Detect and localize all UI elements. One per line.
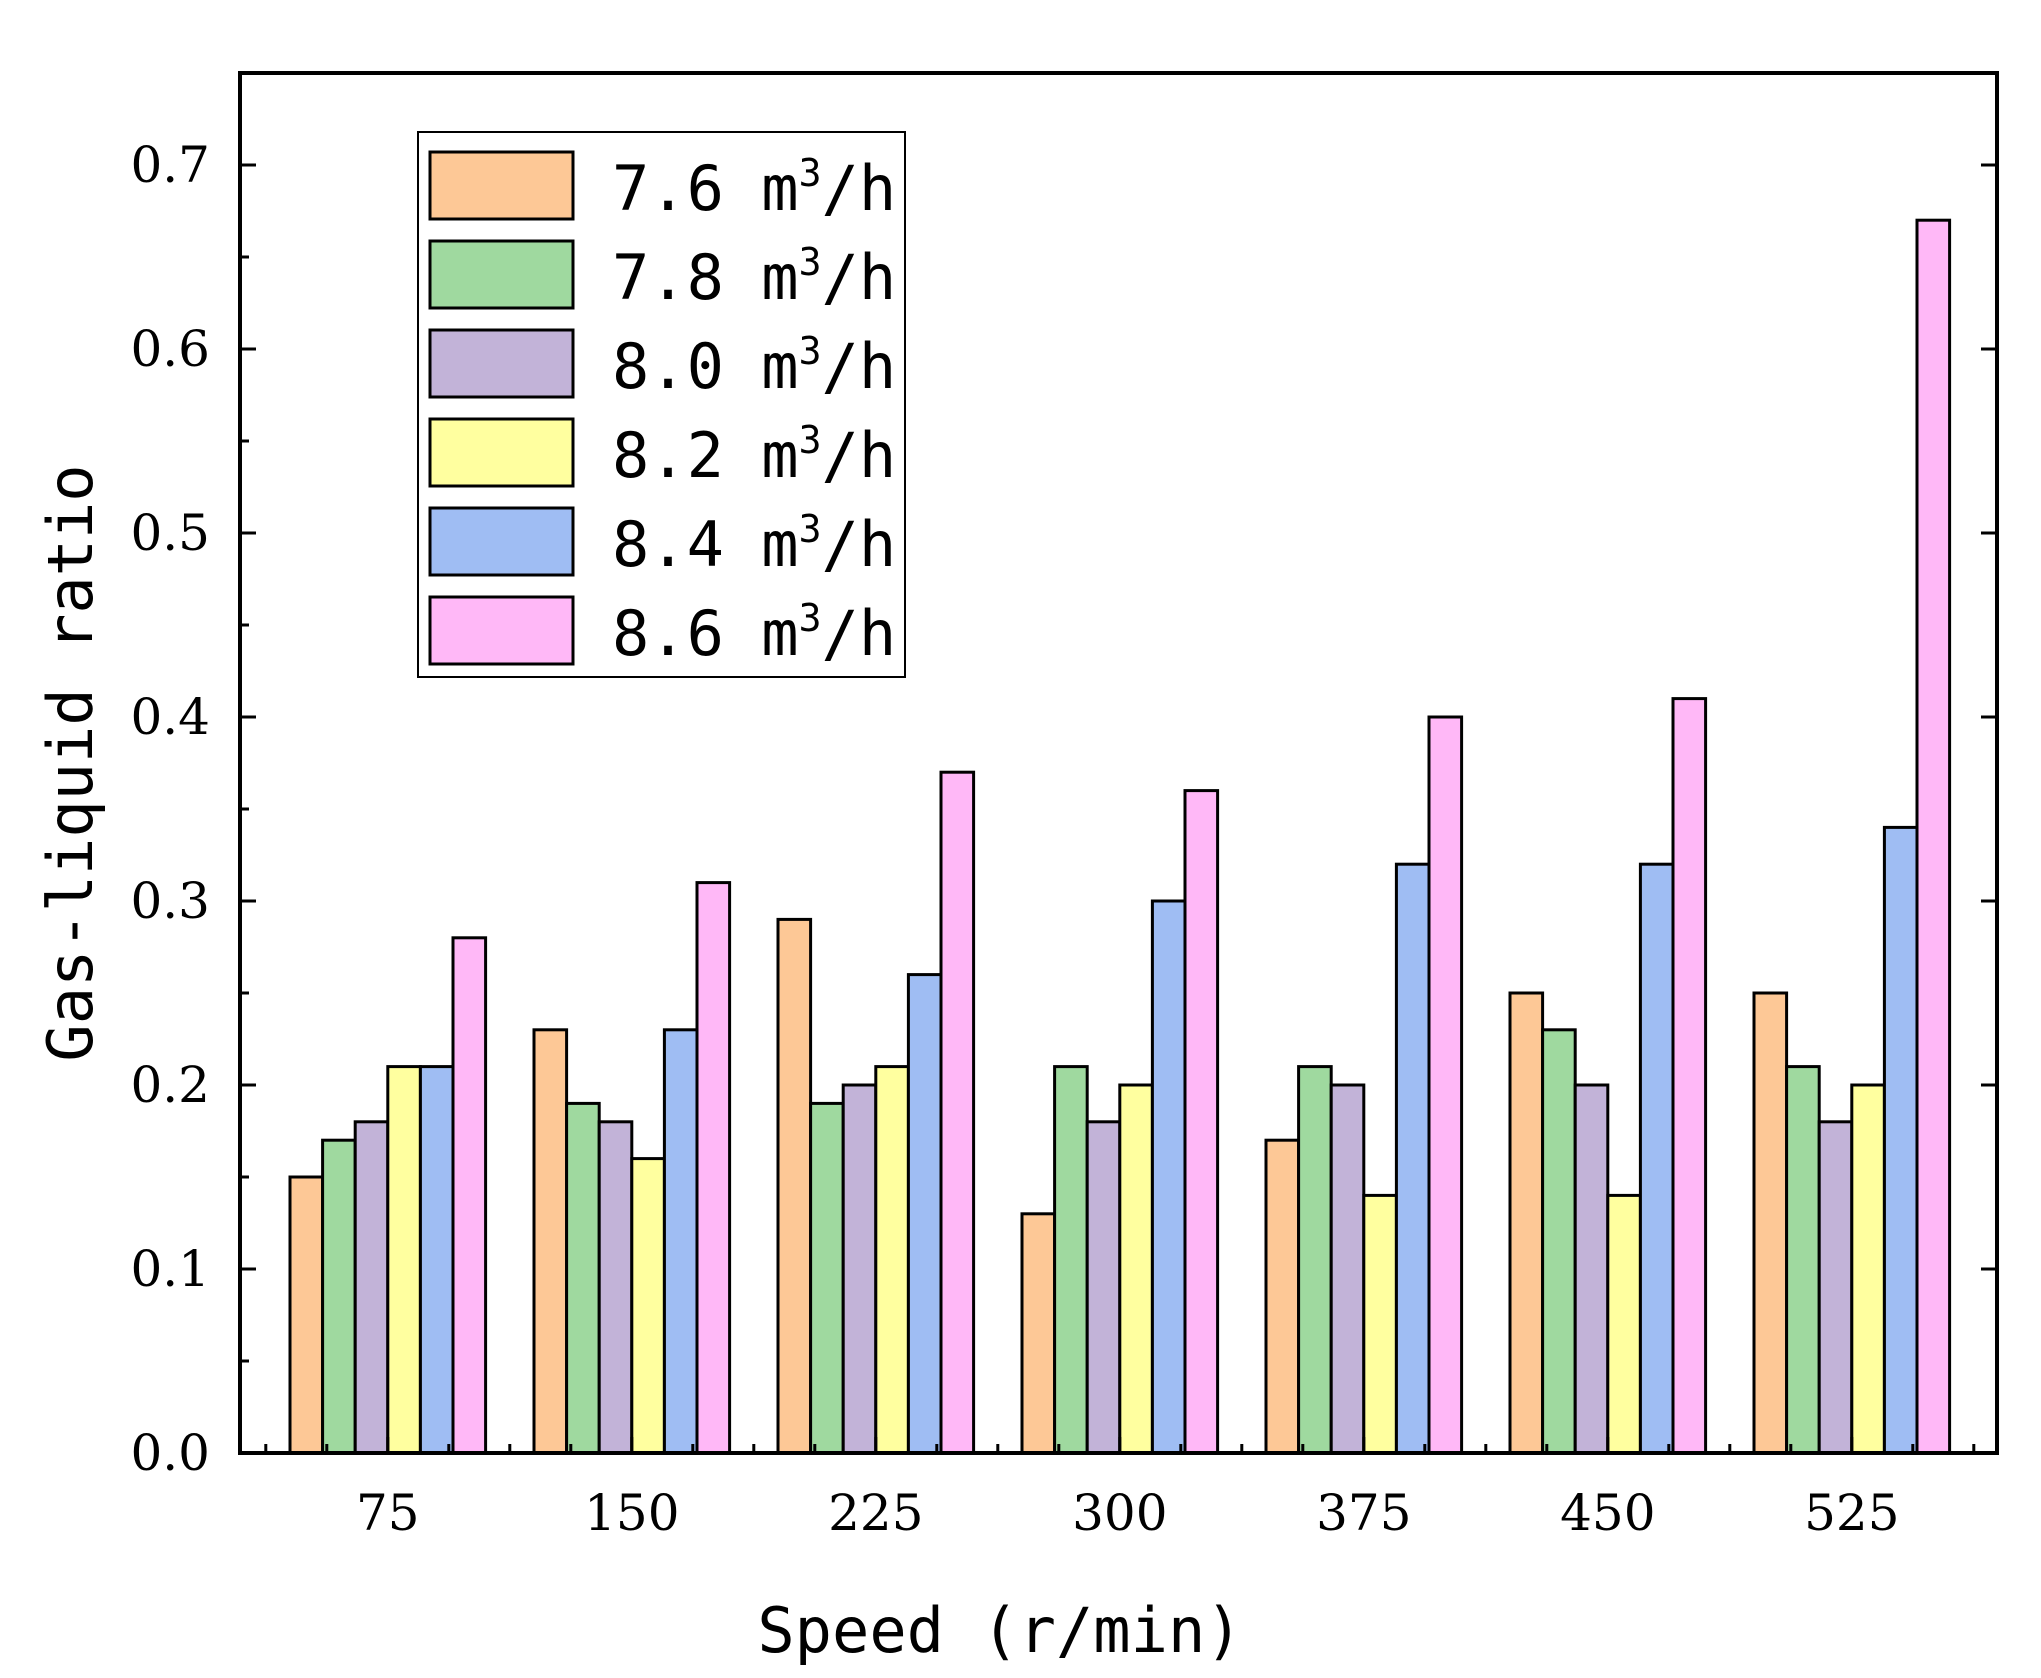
y-tick-label: 0.5 [130,504,210,562]
x-tick-label: 375 [1316,1484,1411,1542]
bar [1183,789,1220,1455]
legend-entry-label: 8.4 m3/h [612,507,896,581]
bar [939,770,976,1455]
bar [874,1065,910,1455]
bar [1150,899,1187,1455]
bar [1752,991,1789,1455]
x-tick-label: 225 [828,1484,923,1542]
bar [776,917,813,1455]
legend-entry-label: 7.6 m3/h [612,151,896,225]
legend-entry-label: 7.8 m3/h [612,240,896,314]
bar [1085,1120,1122,1455]
y-tick-label: 0.4 [130,688,210,746]
x-axis: 75 150 225 300 375 450 525 [264,1437,1976,1542]
bar [1118,1083,1154,1455]
x-axis-title: Speed (r/min) [757,1594,1242,1667]
bar [1915,218,1952,1455]
bar [288,1175,325,1455]
y-tick-label: 0.2 [130,1056,210,1114]
y-tick-label: 0.3 [130,872,210,930]
legend-swatch [428,506,575,577]
legend-swatch [428,417,575,488]
x-tick-label: 300 [1072,1484,1167,1542]
bar [630,1157,666,1455]
bar [809,1101,845,1455]
bar [565,1101,601,1455]
bars-layer [288,218,1952,1455]
bar [1638,862,1675,1455]
bar [662,1028,699,1455]
x-tick-label: 450 [1560,1484,1655,1542]
bar [1882,825,1919,1455]
bar [1264,1138,1301,1455]
legend-entry-label: 8.2 m3/h [612,418,896,492]
bar [1785,1065,1821,1455]
bar [1427,715,1464,1455]
bar [1541,1028,1577,1455]
bar [386,1065,422,1455]
bar [418,1065,455,1455]
legend-swatch [428,239,575,310]
bar [532,1028,569,1455]
y-tick-label: 0.0 [130,1424,210,1482]
bar [1394,862,1431,1455]
bar [597,1120,634,1455]
bar [1297,1065,1333,1455]
x-tick-label: 525 [1804,1484,1899,1542]
bar [1362,1193,1398,1455]
y-tick-label: 0.6 [130,320,210,378]
legend-swatch [428,595,575,666]
bar [353,1120,390,1455]
bar [451,936,488,1455]
legend: 7.6 m3/h 7.8 m3/h 8.0 m3/h 8.2 m3/h 8.4 m3/h… [417,131,906,678]
bar [1573,1083,1610,1455]
bar [321,1138,357,1455]
bar [1329,1083,1366,1455]
legend-frame [417,131,906,678]
y-tick-label: 0.7 [130,136,210,194]
y-axis-title: Gas-liquid ratio [34,464,107,1061]
bar [1020,1212,1057,1455]
bar [1606,1193,1642,1455]
bar [1671,697,1708,1455]
bar [1508,991,1545,1455]
bar [841,1083,878,1455]
bar [1817,1120,1854,1455]
bar [1850,1083,1886,1455]
legend-entry-label: 8.6 m3/h [612,596,896,670]
y-axis: 0.0 0.1 0.2 0.3 0.4 0.5 0.6 0.7 [130,136,1997,1482]
x-tick-label: 75 [356,1484,420,1542]
legend-swatch [428,328,575,399]
bar [906,973,943,1455]
legend-swatch [428,150,575,221]
legend-entry-label: 8.0 m3/h [612,329,896,403]
y-tick-label: 0.1 [130,1240,210,1298]
x-tick-label: 150 [584,1484,679,1542]
bar [695,881,732,1455]
bar [1053,1065,1089,1455]
